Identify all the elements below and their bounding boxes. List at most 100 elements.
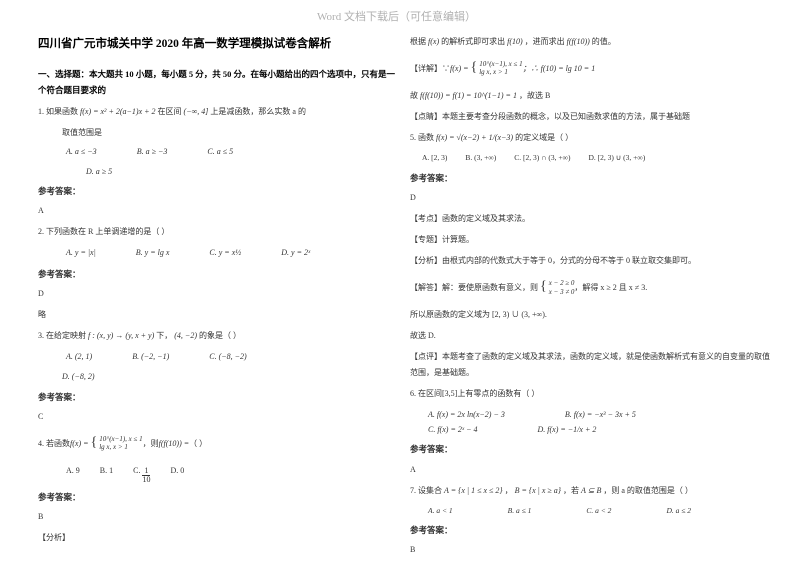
q1-answer: A [38,203,398,218]
r-line4: 【点睛】本题主要考查分段函数的概念，以及已知函数求值的方法，属于基础题 [410,109,770,124]
q5-fx: 【分析】由根式内部的代数式大于等于 0，分式的分母不等于 0 联立取交集即可。 [410,253,770,268]
question-2: 2. 下列函数在 R 上单调递增的是（ ） [38,224,398,239]
q2-opt-a: A. y = |x| [66,245,96,260]
r-l1b: f(x) [428,37,439,46]
q5-kd: 【考点】函数的定义域及其求法。 [410,211,770,226]
q3-answer: C [38,409,398,424]
r-p1: 10^(x−1), x ≤ 1 [479,60,522,68]
q6-d-pre: D. [538,425,548,434]
r-l2-tail: ；∴ f(10) = lg 10 = 1 [523,61,596,76]
q7-cond: A ⊆ B [581,486,601,495]
q3-opt-b: B. (−2, −1) [132,349,169,364]
q6-opt-a: A. f(x) = 2x ln(x−2) − 3 [428,407,505,422]
q1-stem2: 在区间 [158,107,184,116]
q2-answer-label: 参考答案： [38,266,398,282]
q1-answer-label: 参考答案： [38,183,398,199]
question-3: 3. 在给定映射 f : (x, y) → (y, x + y) 下， (4, … [38,328,398,343]
q5-opt-c: C. [2, 3) ∩ (3, +∞) [514,151,570,165]
q5-stem1: 5. 函数 [410,133,436,142]
q3-pt: (4, −2) [174,331,197,340]
r-l1e: ，进而求出 [525,37,567,46]
q1-range-line: 取值范围是 [38,125,398,140]
question-5: 5. 函数 f(x) = √(x−2) + 1/(x−3) 的定义域是（ ） [410,130,770,145]
q1-opt-d: D. a ≥ 5 [38,164,398,179]
q5-jd-b2: x − 3 ≠ 0 [549,288,575,296]
q5-jd2: 所以原函数的定义域为 [2, 3) ∪ (3, +∞). [410,307,770,322]
q7-s1: 7. 设集合 [410,486,444,495]
q3-opt-a: A. (2, 1) [66,349,92,364]
q7-options: A. a < 1 B. a ≤ 1 C. a < 2 D. a ≤ 2 [410,504,770,518]
q7-opt-a: A. a < 1 [428,504,453,518]
q3-opt-d: D. (−8, 2) [38,369,398,384]
fraction-icon: 1 10 [142,467,150,484]
q6-opt-c: C. f(x) = 2ˣ − 4 [428,422,478,437]
q5-expr: f(x) = √(x−2) + 1/(x−3) [436,133,513,142]
q4-analysis: 【分析】 [38,530,398,545]
q5-options: A. [2, 3) B. (3, +∞) C. [2, 3) ∩ (3, +∞)… [410,151,770,165]
right-column: 根据 f(x) 的解析式即可求出 f(10) ，进而求出 f(f(10)) 的值… [410,34,770,563]
r-p2: lg x, x > 1 [479,68,522,76]
q4-opt-a: A. 9 [66,463,80,484]
q3-answer-label: 参考答案： [38,389,398,405]
r-l1g: 的值。 [592,37,616,46]
q4-piece1: 10^(x−1), x ≤ 1 [99,435,142,443]
q1-interval: (−∞, 4] [184,107,209,116]
q3-map: f : (x, y) → (y, x + y) [88,331,154,340]
q6-opt-d: D. f(x) = −1/x + 2 [538,422,597,437]
r-l2-label: 【详解】∵ [410,61,450,76]
r-l1f: f(f(10)) [567,37,590,46]
brace-icon: { [471,55,478,82]
q5-jd-tail: ，解得 x ≥ 2 且 x ≠ 3. [574,280,647,295]
q5-opt-b: B. (3, +∞) [465,151,496,165]
q5-opt-a: A. [2, 3) [422,151,447,165]
r-piecewise: 10^(x−1), x ≤ 1 lg x, x > 1 [479,60,522,77]
q6-answer: A [410,462,770,477]
q1-fx: f(x) = x² + 2(a−1)x + 2 [80,107,156,116]
q3-stem1: 3. 在给定映射 [38,331,88,340]
q5-jd-brace: x − 2 ≥ 0 x − 3 ≠ 0 [549,279,575,296]
q2-answer: D [38,286,398,301]
q7-opt-d: D. a ≤ 2 [666,504,691,518]
q1-stem: 1. 如果函数 [38,107,80,116]
q5-jd-b1: x − 2 ≥ 0 [549,279,575,287]
q4-stem1: 4. 若函数 [38,436,70,451]
q7-bset: B = {x | x ≥ a} [515,486,561,495]
q5-stem2: 的定义域是（ ） [515,133,573,142]
section-1-heading: 一、选择题：本大题共 10 小题，每小题 5 分，共 50 分。在每小题给出的四… [38,66,398,98]
q2-opt-d: D. y = 2ˣ [281,245,310,260]
q4-opt-d: D. 0 [170,463,184,484]
q7-s3: ，则 a 的取值范围是（ ） [603,486,693,495]
r-line1: 根据 f(x) 的解析式即可求出 f(10) ，进而求出 f(f(10)) 的值… [410,34,770,49]
q4-fx: f(x) = [70,436,89,451]
q6-options-row1: A. f(x) = 2x ln(x−2) − 3 B. f(x) = −x³ −… [410,407,770,422]
q1-opt-c: C. a ≤ 5 [207,144,233,159]
question-7: 7. 设集合 A = {x | 1 ≤ x ≤ 2} ， B = {x | x … [410,483,770,498]
q7-answer: B [410,542,770,557]
question-4: 4. 若函数 f(x) = { 10^(x−1), x ≤ 1 lg x, x … [38,430,398,457]
q5-opt-d: D. [2, 3) ∪ (3, +∞) [589,151,646,165]
q7-mid: ， [505,486,513,495]
q7-s2: ，若 [563,486,581,495]
r-l1a: 根据 [410,37,428,46]
q4-opt-c-pre: C. [133,466,142,475]
question-1: 1. 如果函数 f(x) = x² + 2(a−1)x + 2 在区间 (−∞,… [38,104,398,119]
q4-opt-b: B. 1 [100,463,113,484]
q3-stem3: 的象是（ ） [199,331,241,340]
r-l3a: 故 [410,91,420,100]
r-l1c: 的解析式即可求出 [441,37,507,46]
q6-opt-b: B. f(x) = −x³ − 3x + 5 [565,407,636,422]
q1-opt-a: A. a ≤ −3 [66,144,97,159]
q5-answer: D [410,190,770,205]
frac-den: 10 [142,475,150,484]
q7-answer-label: 参考答案： [410,522,770,538]
q4-stem2: ，则 [143,436,159,451]
left-column: 四川省广元市城关中学 2020 年高一数学理模拟试卷含解析 一、选择题：本大题共… [38,34,398,551]
q6-d-expr: f(x) = −1/x + 2 [547,425,596,434]
q5-jd3: 故选 D. [410,328,770,343]
r-l3c: ，故选 B [519,91,550,100]
q3-opt-c: C. (−8, −2) [209,349,246,364]
q4-expr: f(f(10)) = [159,436,190,451]
q6-answer-label: 参考答案： [410,441,770,457]
q1-options-row1: A. a ≤ −3 B. a ≥ −3 C. a ≤ 5 [38,144,398,159]
frac-num: 1 [142,467,150,475]
